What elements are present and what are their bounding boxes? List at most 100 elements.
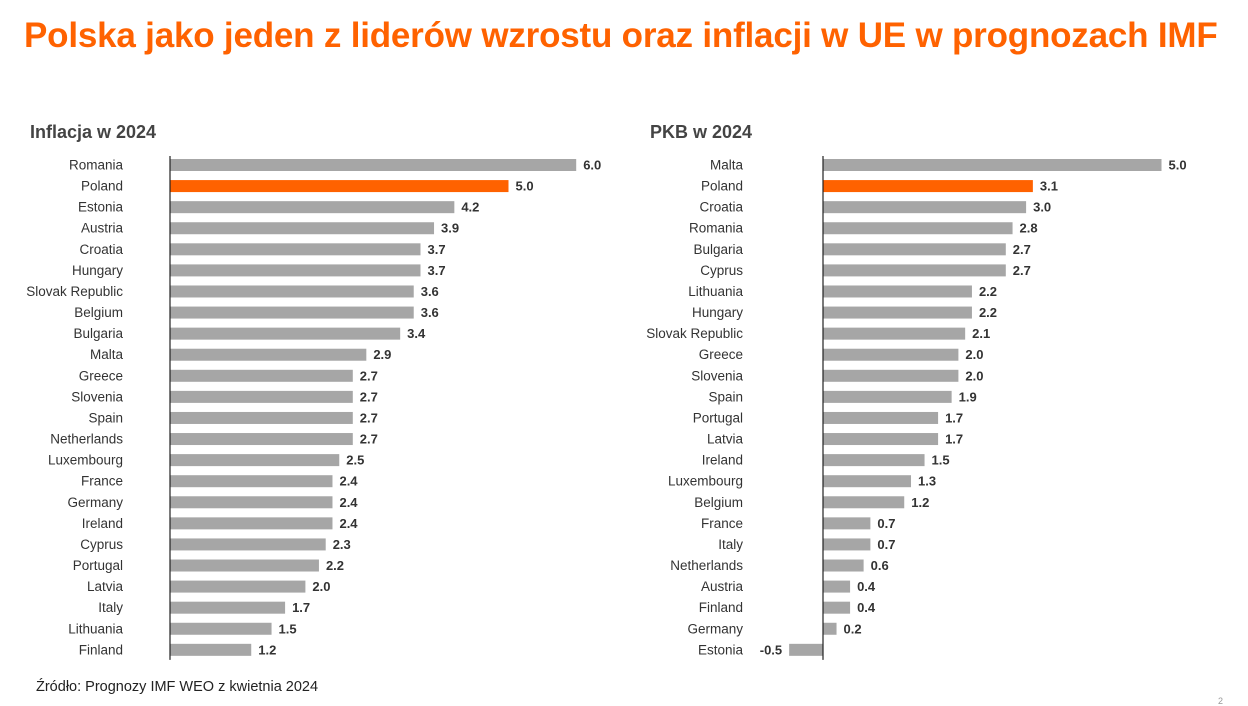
page-number: 2 — [1218, 696, 1224, 706]
value-label: 5.0 — [516, 179, 534, 194]
category-label: Finland — [79, 642, 123, 657]
category-label: Slovak Republic — [646, 326, 743, 341]
category-label: Latvia — [707, 432, 744, 447]
category-label: Belgium — [74, 305, 123, 320]
bar — [170, 222, 435, 235]
bar — [170, 517, 333, 530]
value-label: 0.2 — [844, 621, 862, 636]
category-label: Poland — [701, 179, 743, 194]
category-label: Spain — [88, 410, 123, 425]
category-label: France — [701, 516, 743, 531]
value-label: 2.0 — [965, 368, 983, 383]
value-label: 2.7 — [1013, 263, 1031, 278]
bar — [823, 222, 1013, 235]
value-label: 0.7 — [877, 516, 895, 531]
value-label: 2.1 — [972, 326, 990, 341]
bar — [170, 285, 414, 298]
bar — [170, 496, 333, 509]
value-label: 1.2 — [258, 642, 276, 657]
page-title: Polska jako jeden z liderów wzrostu oraz… — [24, 16, 1218, 55]
value-label: 5.0 — [1169, 158, 1187, 173]
source-note: Źródło: Prognozy IMF WEO z kwietnia 2024 — [36, 679, 319, 695]
inflation-chart: Inflacja w 2024 Romania 6.0 Poland 5.0 Eston… — [26, 122, 601, 660]
category-label: Portugal — [73, 558, 123, 573]
chart-title: Inflacja w 2024 — [30, 122, 156, 142]
bar — [823, 454, 925, 467]
value-label: 3.7 — [427, 242, 445, 257]
bar — [170, 475, 333, 488]
value-label: 1.7 — [292, 600, 310, 615]
category-label: Spain — [708, 389, 743, 404]
bar — [823, 285, 972, 298]
value-label: 3.4 — [407, 326, 426, 341]
category-label: Estonia — [78, 200, 124, 215]
bar — [170, 601, 286, 614]
value-label: 2.4 — [339, 495, 358, 510]
category-label: Belgium — [694, 495, 743, 510]
value-label: 2.9 — [373, 347, 391, 362]
chart-title: PKB w 2024 — [650, 122, 752, 142]
value-label: 2.7 — [360, 410, 378, 425]
value-label: 2.0 — [965, 347, 983, 362]
value-label: 1.5 — [932, 453, 950, 468]
bar — [170, 390, 353, 403]
value-label: 2.5 — [346, 453, 364, 468]
bar — [170, 348, 367, 361]
value-label: 2.2 — [979, 305, 997, 320]
category-label: Slovak Republic — [26, 284, 123, 299]
value-label: 2.4 — [339, 474, 358, 489]
value-label: 3.9 — [441, 221, 459, 236]
bar — [170, 580, 306, 593]
value-label: -0.5 — [760, 642, 782, 657]
bar — [823, 264, 1006, 277]
category-label: Slovenia — [71, 389, 123, 404]
value-label: 3.6 — [421, 305, 439, 320]
value-label: 0.7 — [877, 537, 895, 552]
value-label: 1.9 — [959, 389, 977, 404]
category-label: Latvia — [87, 579, 124, 594]
category-label: Poland — [81, 179, 123, 194]
category-label: Lithuania — [688, 284, 743, 299]
category-label: Slovenia — [691, 368, 743, 383]
bar-highlight — [823, 180, 1033, 193]
value-label: 0.4 — [857, 600, 876, 615]
category-label: Portugal — [693, 410, 743, 425]
bar — [823, 601, 851, 614]
bar — [823, 580, 851, 593]
bar — [823, 517, 871, 530]
category-label: Bulgaria — [693, 242, 743, 257]
category-label: Germany — [687, 621, 743, 636]
category-label: Germany — [67, 495, 123, 510]
bar — [823, 433, 939, 446]
value-label: 2.2 — [326, 558, 344, 573]
bar — [823, 306, 972, 319]
category-label: Ireland — [82, 516, 123, 531]
bar — [170, 643, 252, 656]
value-label: 4.2 — [461, 200, 479, 215]
category-label: Malta — [710, 158, 744, 173]
bar — [823, 390, 952, 403]
bar — [823, 159, 1162, 171]
bar — [823, 538, 871, 551]
bar — [170, 201, 455, 214]
value-label: 1.7 — [945, 410, 963, 425]
category-label: Austria — [701, 579, 744, 594]
bar — [170, 559, 319, 572]
bar — [823, 201, 1027, 214]
value-label: 2.7 — [360, 368, 378, 383]
bar — [823, 559, 864, 572]
category-label: Croatia — [699, 200, 743, 215]
value-label: 0.4 — [857, 579, 876, 594]
value-label: 3.7 — [427, 263, 445, 278]
bar — [823, 496, 905, 509]
category-label: Croatia — [79, 242, 123, 257]
bar-highlight — [170, 180, 509, 193]
bar — [170, 369, 353, 382]
bar — [170, 306, 414, 319]
category-label: Greece — [79, 368, 123, 383]
category-label: Finland — [699, 600, 743, 615]
value-label: 0.6 — [871, 558, 889, 573]
bar — [170, 264, 421, 277]
category-label: Hungary — [692, 305, 743, 320]
bar — [789, 643, 823, 656]
